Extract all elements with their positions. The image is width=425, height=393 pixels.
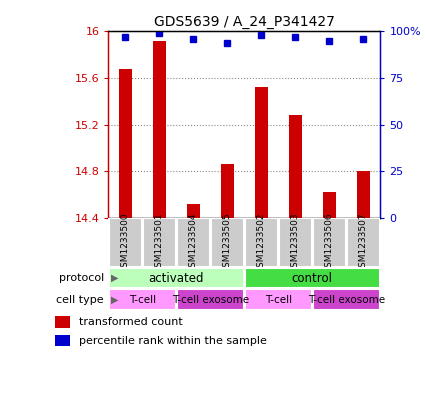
Text: cell type: cell type (57, 295, 104, 305)
Text: percentile rank within the sample: percentile rank within the sample (79, 336, 266, 345)
Bar (221, 164, 234, 218)
Bar (119, 69, 132, 218)
Text: transformed count: transformed count (79, 317, 182, 327)
Bar (245, 289, 312, 310)
Text: GSM1233506: GSM1233506 (325, 212, 334, 273)
Text: GSM1233502: GSM1233502 (257, 213, 266, 273)
Text: GSM1233507: GSM1233507 (359, 212, 368, 273)
Title: GDS5639 / A_24_P341427: GDS5639 / A_24_P341427 (154, 15, 335, 29)
Bar (187, 204, 200, 218)
Text: T-cell: T-cell (129, 295, 156, 305)
Text: T-cell exosome: T-cell exosome (172, 295, 249, 305)
Bar (313, 218, 346, 267)
Bar (357, 171, 370, 218)
Text: T-cell: T-cell (265, 295, 292, 305)
Bar (177, 289, 244, 310)
Text: control: control (292, 272, 333, 285)
Bar (245, 268, 380, 288)
Bar (109, 218, 142, 267)
Text: GSM1233505: GSM1233505 (223, 212, 232, 273)
Bar (245, 218, 278, 267)
Bar (313, 289, 380, 310)
Bar (153, 41, 166, 218)
Text: T-cell exosome: T-cell exosome (308, 295, 385, 305)
Text: GSM1233500: GSM1233500 (121, 212, 130, 273)
Bar (109, 289, 176, 310)
Bar (211, 218, 244, 267)
Text: GSM1233501: GSM1233501 (155, 212, 164, 273)
Bar (55, 335, 70, 346)
Text: GSM1233504: GSM1233504 (189, 213, 198, 273)
Bar (289, 116, 302, 218)
Bar (177, 218, 210, 267)
Text: protocol: protocol (59, 273, 104, 283)
Bar (255, 87, 268, 218)
Text: ▶: ▶ (110, 273, 118, 283)
Bar (143, 218, 176, 267)
Text: activated: activated (149, 272, 204, 285)
Bar (323, 193, 336, 218)
Text: GSM1233503: GSM1233503 (291, 212, 300, 273)
Bar (279, 218, 312, 267)
Bar (109, 268, 244, 288)
Bar (55, 316, 70, 328)
Text: ▶: ▶ (110, 295, 118, 305)
Bar (347, 218, 380, 267)
